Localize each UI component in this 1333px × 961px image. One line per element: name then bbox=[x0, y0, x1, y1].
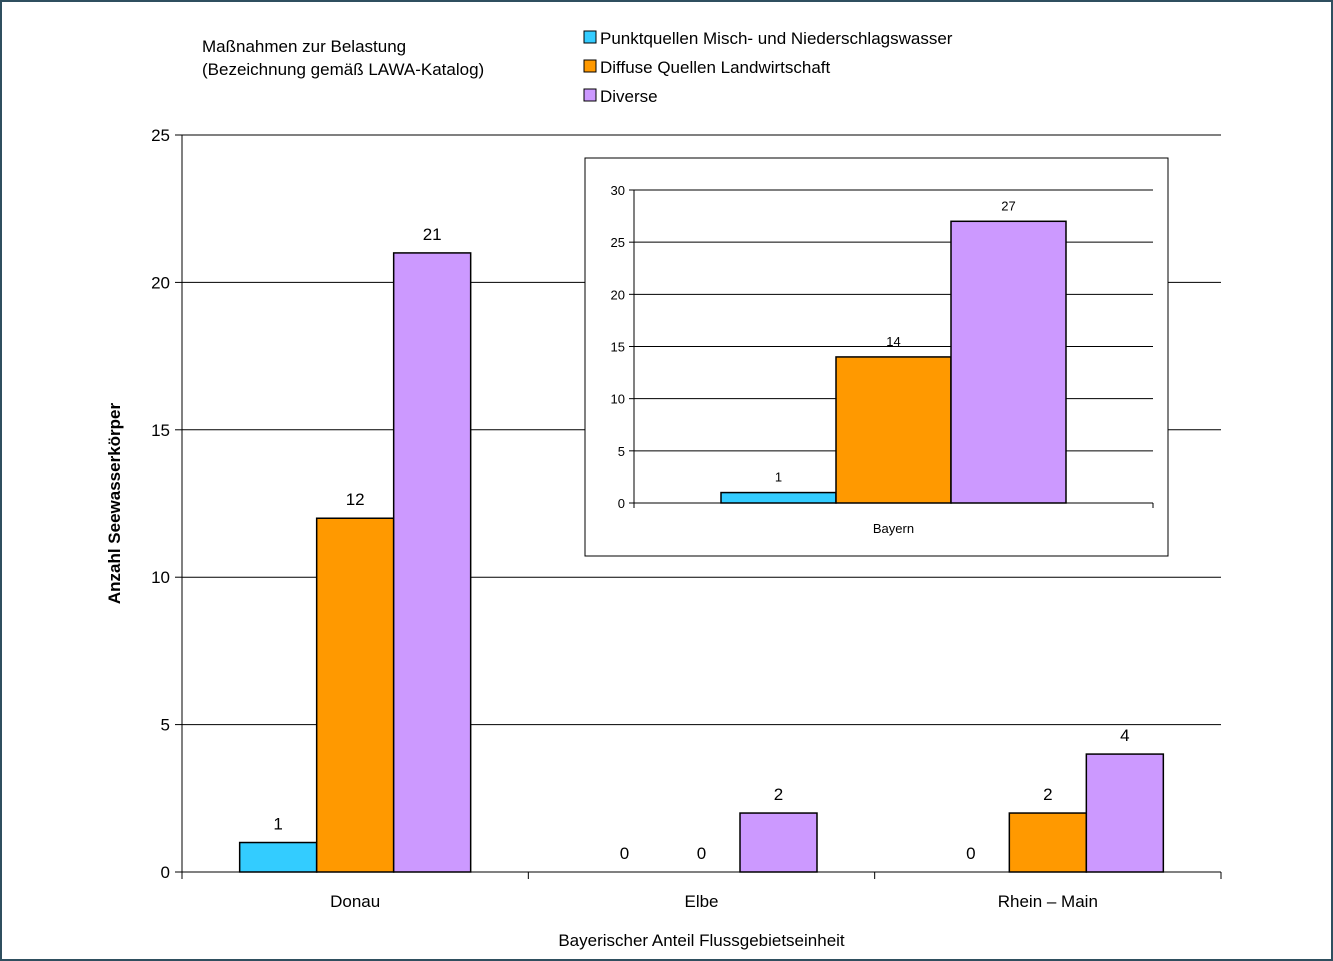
y-tick-label: 25 bbox=[151, 126, 170, 145]
legend-swatch bbox=[583, 59, 597, 73]
inset-data-label: 1 bbox=[775, 470, 782, 485]
inset-y-tick-label: 0 bbox=[618, 496, 625, 511]
legend-label: Diverse bbox=[600, 87, 658, 106]
bar bbox=[1008, 812, 1088, 873]
data-label: 4 bbox=[1120, 726, 1129, 745]
inset-x-tick-label: Bayern bbox=[873, 521, 914, 536]
legend: Maßnahmen zur Belastung (Bezeichnung gemä… bbox=[202, 29, 953, 106]
inset-bar bbox=[950, 220, 1067, 504]
data-label: 2 bbox=[1043, 785, 1052, 804]
bar bbox=[1085, 753, 1165, 873]
data-label: 0 bbox=[697, 844, 706, 863]
y-tick-label: 20 bbox=[151, 273, 170, 292]
inset-y-tick-label: 25 bbox=[611, 235, 625, 250]
inset-y-tick-label: 10 bbox=[611, 392, 625, 407]
inset-y-tick-label: 30 bbox=[611, 183, 625, 198]
inset-data-label: 14 bbox=[886, 334, 900, 349]
x-tick-label: Rhein – Main bbox=[998, 892, 1098, 911]
inset-bar bbox=[835, 356, 952, 504]
y-tick-label: 15 bbox=[151, 421, 170, 440]
legend-label: Diffuse Quellen Landwirtschaft bbox=[600, 58, 831, 77]
inset-y-tick-label: 20 bbox=[611, 287, 625, 302]
y-axis-title: Anzahl Seewasserkörper bbox=[105, 402, 124, 604]
legend-swatch bbox=[583, 88, 597, 102]
x-tick-label: Donau bbox=[330, 892, 380, 911]
legend-title: Maßnahmen zur Belastung bbox=[202, 37, 406, 56]
bar bbox=[739, 812, 818, 873]
inset-chart: 0 5 10 15 20 25 30 1 14 27 Bayern bbox=[584, 157, 1169, 557]
data-label: 21 bbox=[423, 225, 442, 244]
bar bbox=[315, 517, 395, 873]
bar bbox=[238, 841, 318, 873]
data-label: 2 bbox=[774, 785, 783, 804]
data-label: 1 bbox=[273, 815, 282, 834]
inset-y-tick-label: 5 bbox=[618, 444, 625, 459]
legend-label: Punktquellen Misch- und Niederschlagswas… bbox=[600, 29, 953, 48]
data-label: 0 bbox=[966, 844, 975, 863]
data-label: 0 bbox=[620, 844, 629, 863]
legend-swatch bbox=[583, 30, 597, 44]
y-tick-label: 0 bbox=[161, 863, 170, 882]
x-axis-title: Bayerischer Anteil Flussgebietseinheit bbox=[558, 931, 845, 950]
y-tick-label: 5 bbox=[161, 716, 170, 735]
bar bbox=[392, 252, 472, 873]
legend-title: (Bezeichnung gemäß LAWA-Katalog) bbox=[202, 60, 484, 79]
x-tick-label: Elbe bbox=[684, 892, 718, 911]
inset-y-tick-label: 15 bbox=[611, 340, 625, 355]
inset-bar bbox=[720, 491, 837, 504]
y-tick-label: 10 bbox=[151, 568, 170, 587]
inset-data-label: 27 bbox=[1001, 198, 1015, 213]
data-label: 12 bbox=[346, 490, 365, 509]
